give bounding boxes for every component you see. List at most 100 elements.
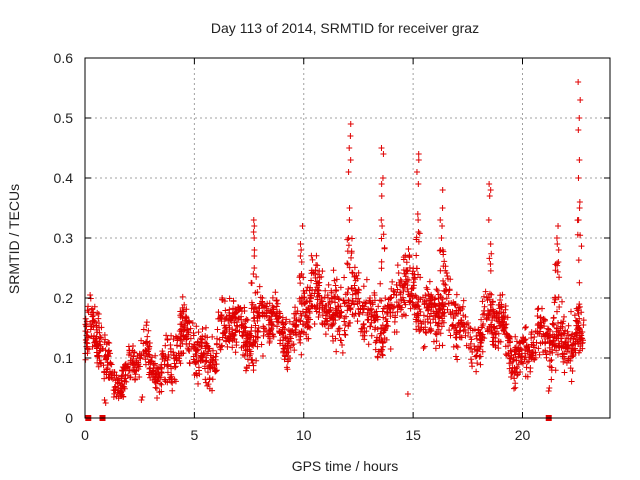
data-point — [378, 217, 385, 223]
data-point — [381, 335, 388, 342]
data-point — [453, 291, 460, 298]
data-point — [316, 268, 323, 275]
data-point — [235, 315, 242, 322]
data-point — [574, 318, 581, 325]
data-point — [145, 327, 152, 334]
data-point — [556, 304, 563, 311]
data-point — [304, 319, 311, 326]
data-point — [485, 327, 492, 334]
data-point — [286, 331, 293, 338]
data-point — [277, 310, 284, 317]
data-point — [87, 292, 94, 299]
data-point — [331, 277, 338, 284]
data-point — [438, 235, 445, 241]
data-point — [409, 299, 416, 306]
data-point — [90, 335, 97, 342]
data-point — [560, 330, 567, 337]
data-point — [269, 294, 276, 301]
data-point — [173, 342, 180, 349]
data-point — [429, 301, 436, 308]
data-point — [242, 327, 249, 334]
data-point — [92, 319, 99, 326]
data-point — [94, 359, 101, 366]
data-point — [264, 300, 271, 307]
data-point — [254, 343, 261, 350]
data-point — [243, 364, 250, 371]
data-point — [349, 270, 356, 277]
data-point — [143, 322, 150, 329]
data-point — [283, 364, 290, 371]
data-point — [554, 241, 561, 247]
data-point — [119, 380, 126, 387]
data-point — [90, 312, 97, 319]
data-point — [433, 328, 440, 335]
data-point — [197, 354, 204, 361]
data-point — [409, 285, 416, 292]
data-point — [256, 305, 263, 312]
data-point — [104, 353, 111, 360]
data-point — [412, 276, 419, 283]
data-point — [460, 297, 467, 304]
data-point — [139, 394, 146, 400]
data-point — [203, 340, 210, 347]
data-point — [145, 351, 152, 358]
data-point — [364, 316, 371, 323]
data-point — [524, 359, 531, 366]
data-point — [219, 295, 226, 302]
data-point — [492, 334, 499, 341]
data-point — [552, 267, 559, 274]
data-point — [518, 359, 525, 366]
data-point — [413, 318, 420, 325]
data-point — [132, 371, 139, 378]
data-point — [557, 325, 564, 332]
data-point — [400, 288, 407, 295]
data-point — [368, 332, 375, 339]
data-point — [365, 341, 372, 348]
data-point — [297, 272, 304, 279]
data-point — [102, 400, 109, 406]
data-point — [527, 351, 534, 358]
data-point — [443, 295, 450, 302]
data-point — [321, 294, 328, 301]
data-point — [384, 323, 391, 330]
data-point — [129, 347, 136, 354]
data-point — [153, 385, 160, 392]
data-point — [189, 319, 196, 326]
data-point — [180, 333, 187, 340]
data-point — [286, 318, 293, 325]
data-point — [469, 363, 476, 370]
data-point — [495, 338, 502, 345]
data-point — [165, 351, 172, 358]
data-point — [366, 297, 373, 304]
data-point — [499, 324, 506, 331]
data-point — [413, 169, 420, 175]
data-point — [348, 284, 355, 291]
data-point — [439, 342, 446, 349]
data-point — [306, 316, 313, 323]
data-point — [416, 306, 423, 313]
data-point — [415, 151, 422, 157]
data-point — [305, 304, 312, 311]
data-point — [323, 309, 330, 316]
data-point — [416, 230, 423, 237]
data-point — [303, 318, 310, 325]
data-point — [296, 336, 303, 343]
data-point — [405, 288, 412, 295]
data-point — [373, 337, 380, 344]
data-point — [548, 376, 555, 383]
data-point — [280, 348, 287, 355]
data-point — [487, 261, 494, 268]
data-point — [371, 289, 378, 296]
data-point — [450, 343, 457, 350]
data-point — [164, 363, 171, 370]
data-point — [374, 354, 381, 361]
axis-ticks: 0 5 10 15 20 0 0.1 0.2 0.3 0.4 0.5 0.6 — [54, 50, 610, 443]
data-point — [486, 181, 493, 187]
data-point — [155, 365, 162, 372]
data-point — [425, 304, 432, 311]
data-point — [439, 223, 446, 229]
data-point — [101, 375, 108, 382]
data-point — [347, 306, 354, 313]
data-point — [242, 347, 249, 354]
data-point — [287, 335, 294, 342]
